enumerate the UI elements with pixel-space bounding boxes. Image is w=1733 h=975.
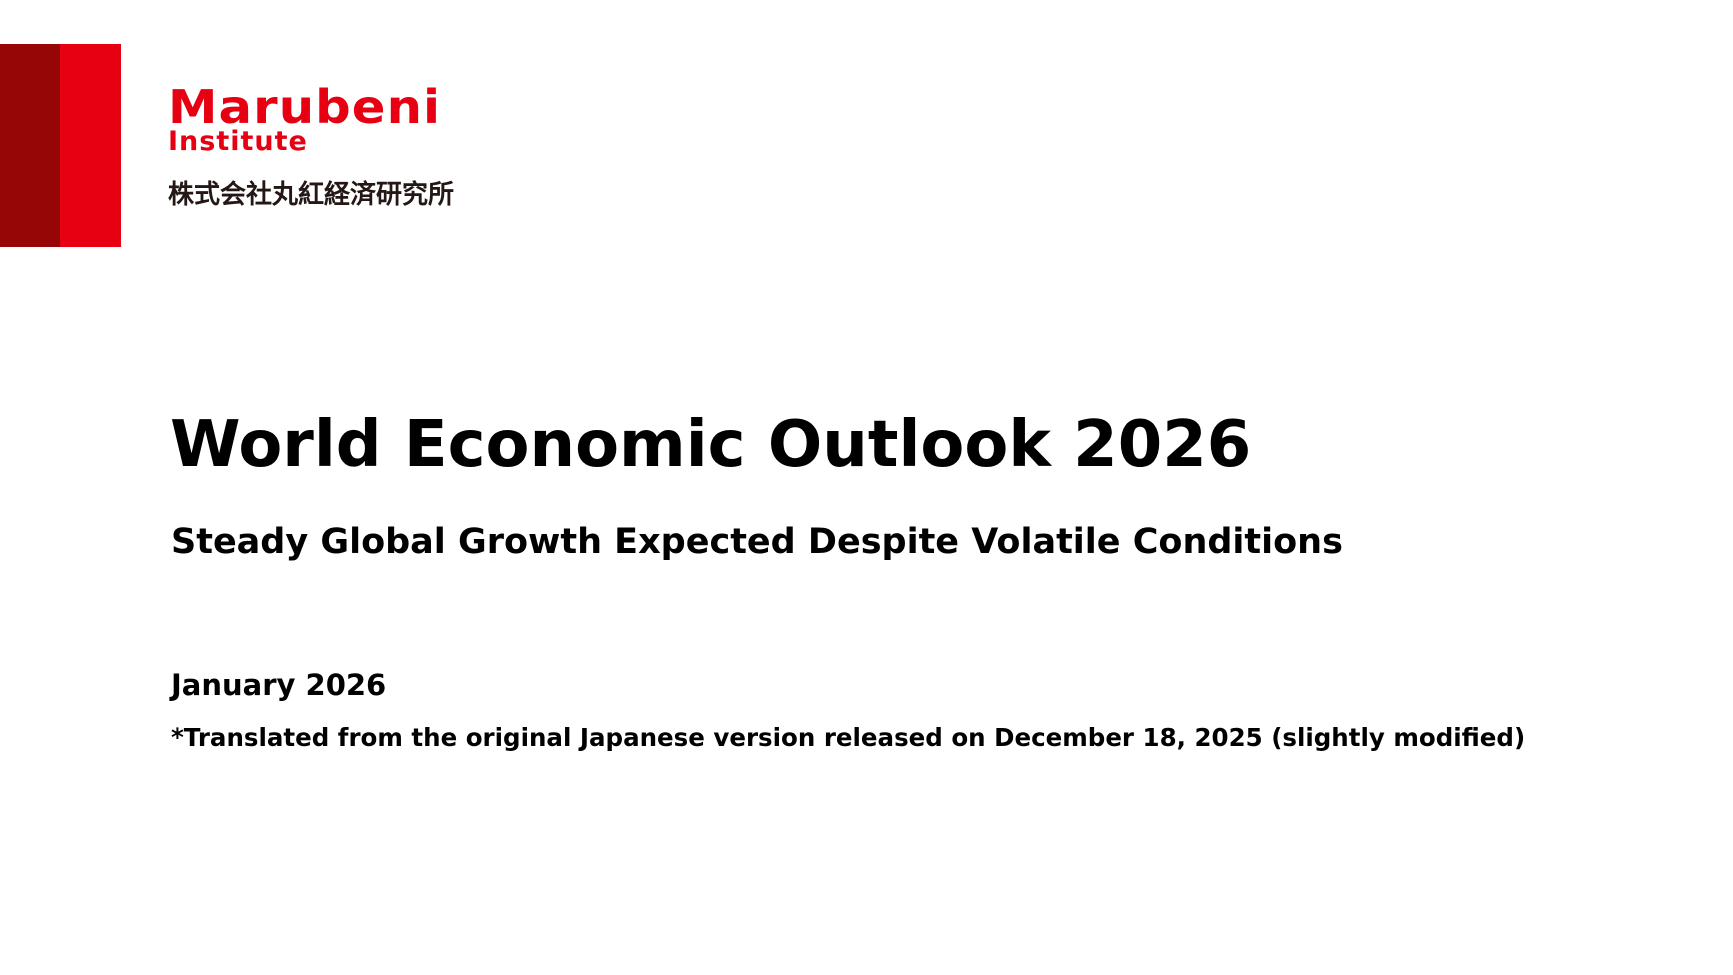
- publication-date: January 2026: [171, 668, 387, 702]
- decorative-bar-red: [60, 44, 121, 247]
- logo-sub-text: Institute: [168, 126, 308, 157]
- logo-main-text: Marubeni: [168, 80, 442, 134]
- page-title: World Economic Outlook 2026: [170, 408, 1252, 482]
- translation-note: *Translated from the original Japanese v…: [171, 723, 1526, 752]
- logo-japanese-text: 株式会社丸紅経済研究所: [168, 180, 455, 210]
- page-subtitle: Steady Global Growth Expected Despite Vo…: [171, 522, 1343, 562]
- decorative-bar-dark: [0, 44, 60, 247]
